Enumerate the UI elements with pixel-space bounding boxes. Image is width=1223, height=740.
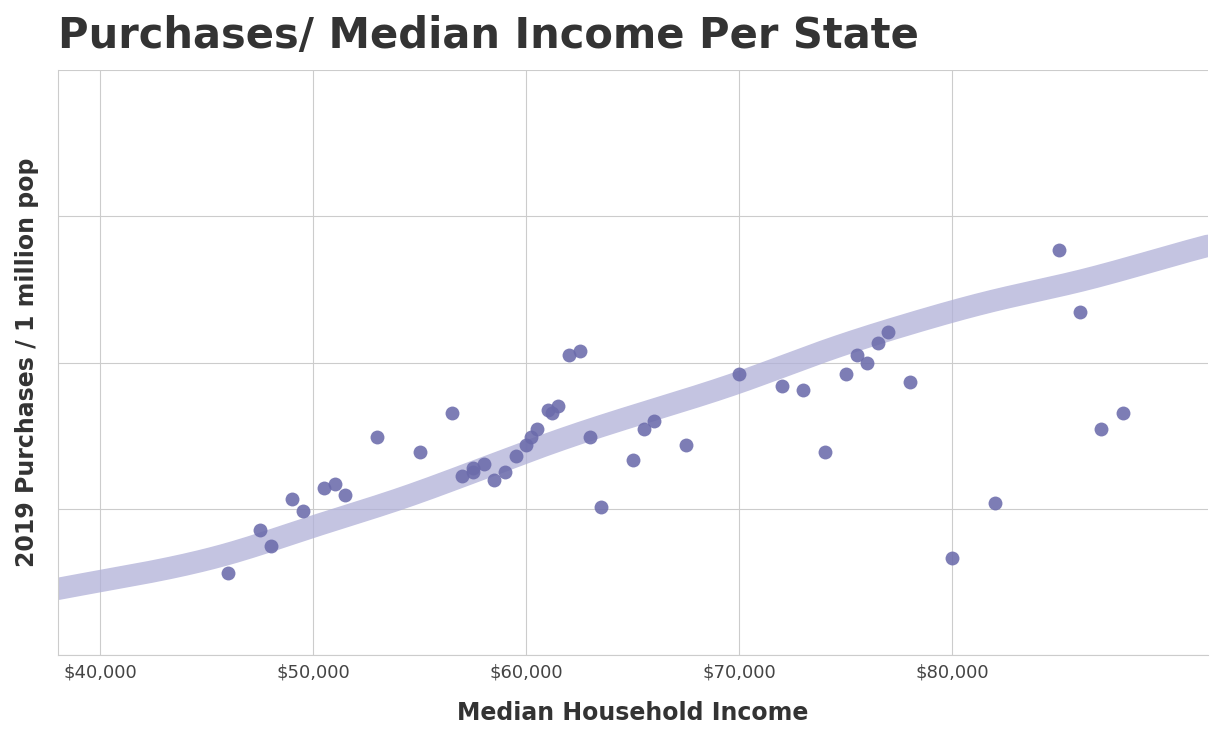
Point	[325, 478, 345, 490]
Point	[453, 470, 472, 482]
Point	[1049, 243, 1069, 255]
Point	[464, 462, 483, 474]
Point	[857, 357, 877, 369]
Point	[219, 568, 238, 579]
Point	[410, 446, 429, 458]
Point	[794, 384, 813, 396]
Point	[986, 497, 1005, 509]
Point	[521, 431, 541, 443]
Point	[868, 337, 888, 349]
Point	[1113, 408, 1132, 420]
Point	[815, 446, 834, 458]
Point	[878, 326, 898, 337]
Point	[676, 439, 696, 451]
Point	[335, 489, 355, 501]
X-axis label: Median Household Income: Median Household Income	[457, 701, 808, 725]
Point	[943, 552, 963, 564]
Point	[634, 423, 653, 435]
Point	[283, 494, 302, 505]
Point	[527, 423, 547, 435]
Point	[516, 439, 536, 451]
Point	[900, 377, 920, 389]
Point	[484, 474, 504, 485]
Point	[559, 349, 578, 361]
Point	[730, 369, 750, 380]
Point	[837, 369, 856, 380]
Point	[591, 501, 610, 513]
Point	[260, 540, 280, 552]
Point	[464, 466, 483, 478]
Point	[1092, 423, 1112, 435]
Point	[475, 458, 494, 470]
Point	[1070, 306, 1090, 318]
Point	[772, 380, 791, 392]
Text: Purchases/ Median Income Per State: Purchases/ Median Income Per State	[57, 15, 918, 57]
Point	[442, 408, 461, 420]
Point	[623, 454, 642, 466]
Point	[314, 482, 334, 494]
Point	[495, 466, 515, 478]
Point	[367, 431, 386, 443]
Point	[570, 345, 589, 357]
Point	[542, 408, 561, 420]
Point	[645, 415, 664, 427]
Point	[251, 525, 270, 536]
Y-axis label: 2019 Purchases / 1 million pop: 2019 Purchases / 1 million pop	[15, 158, 39, 568]
Point	[846, 349, 866, 361]
Point	[294, 505, 313, 517]
Point	[538, 403, 558, 415]
Point	[549, 400, 569, 411]
Point	[581, 431, 600, 443]
Point	[506, 451, 526, 462]
